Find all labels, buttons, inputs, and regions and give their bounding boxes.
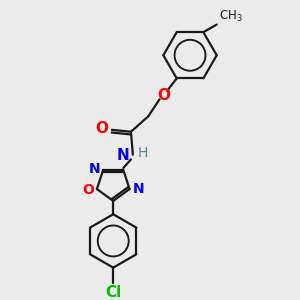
Text: Cl: Cl [105, 285, 122, 300]
Text: H: H [138, 146, 148, 160]
Text: O: O [157, 88, 170, 103]
Text: O: O [95, 122, 108, 136]
Text: N: N [89, 162, 100, 176]
Text: N: N [132, 182, 144, 196]
Text: CH$_3$: CH$_3$ [219, 8, 242, 24]
Text: O: O [82, 183, 94, 197]
Text: N: N [116, 148, 129, 163]
